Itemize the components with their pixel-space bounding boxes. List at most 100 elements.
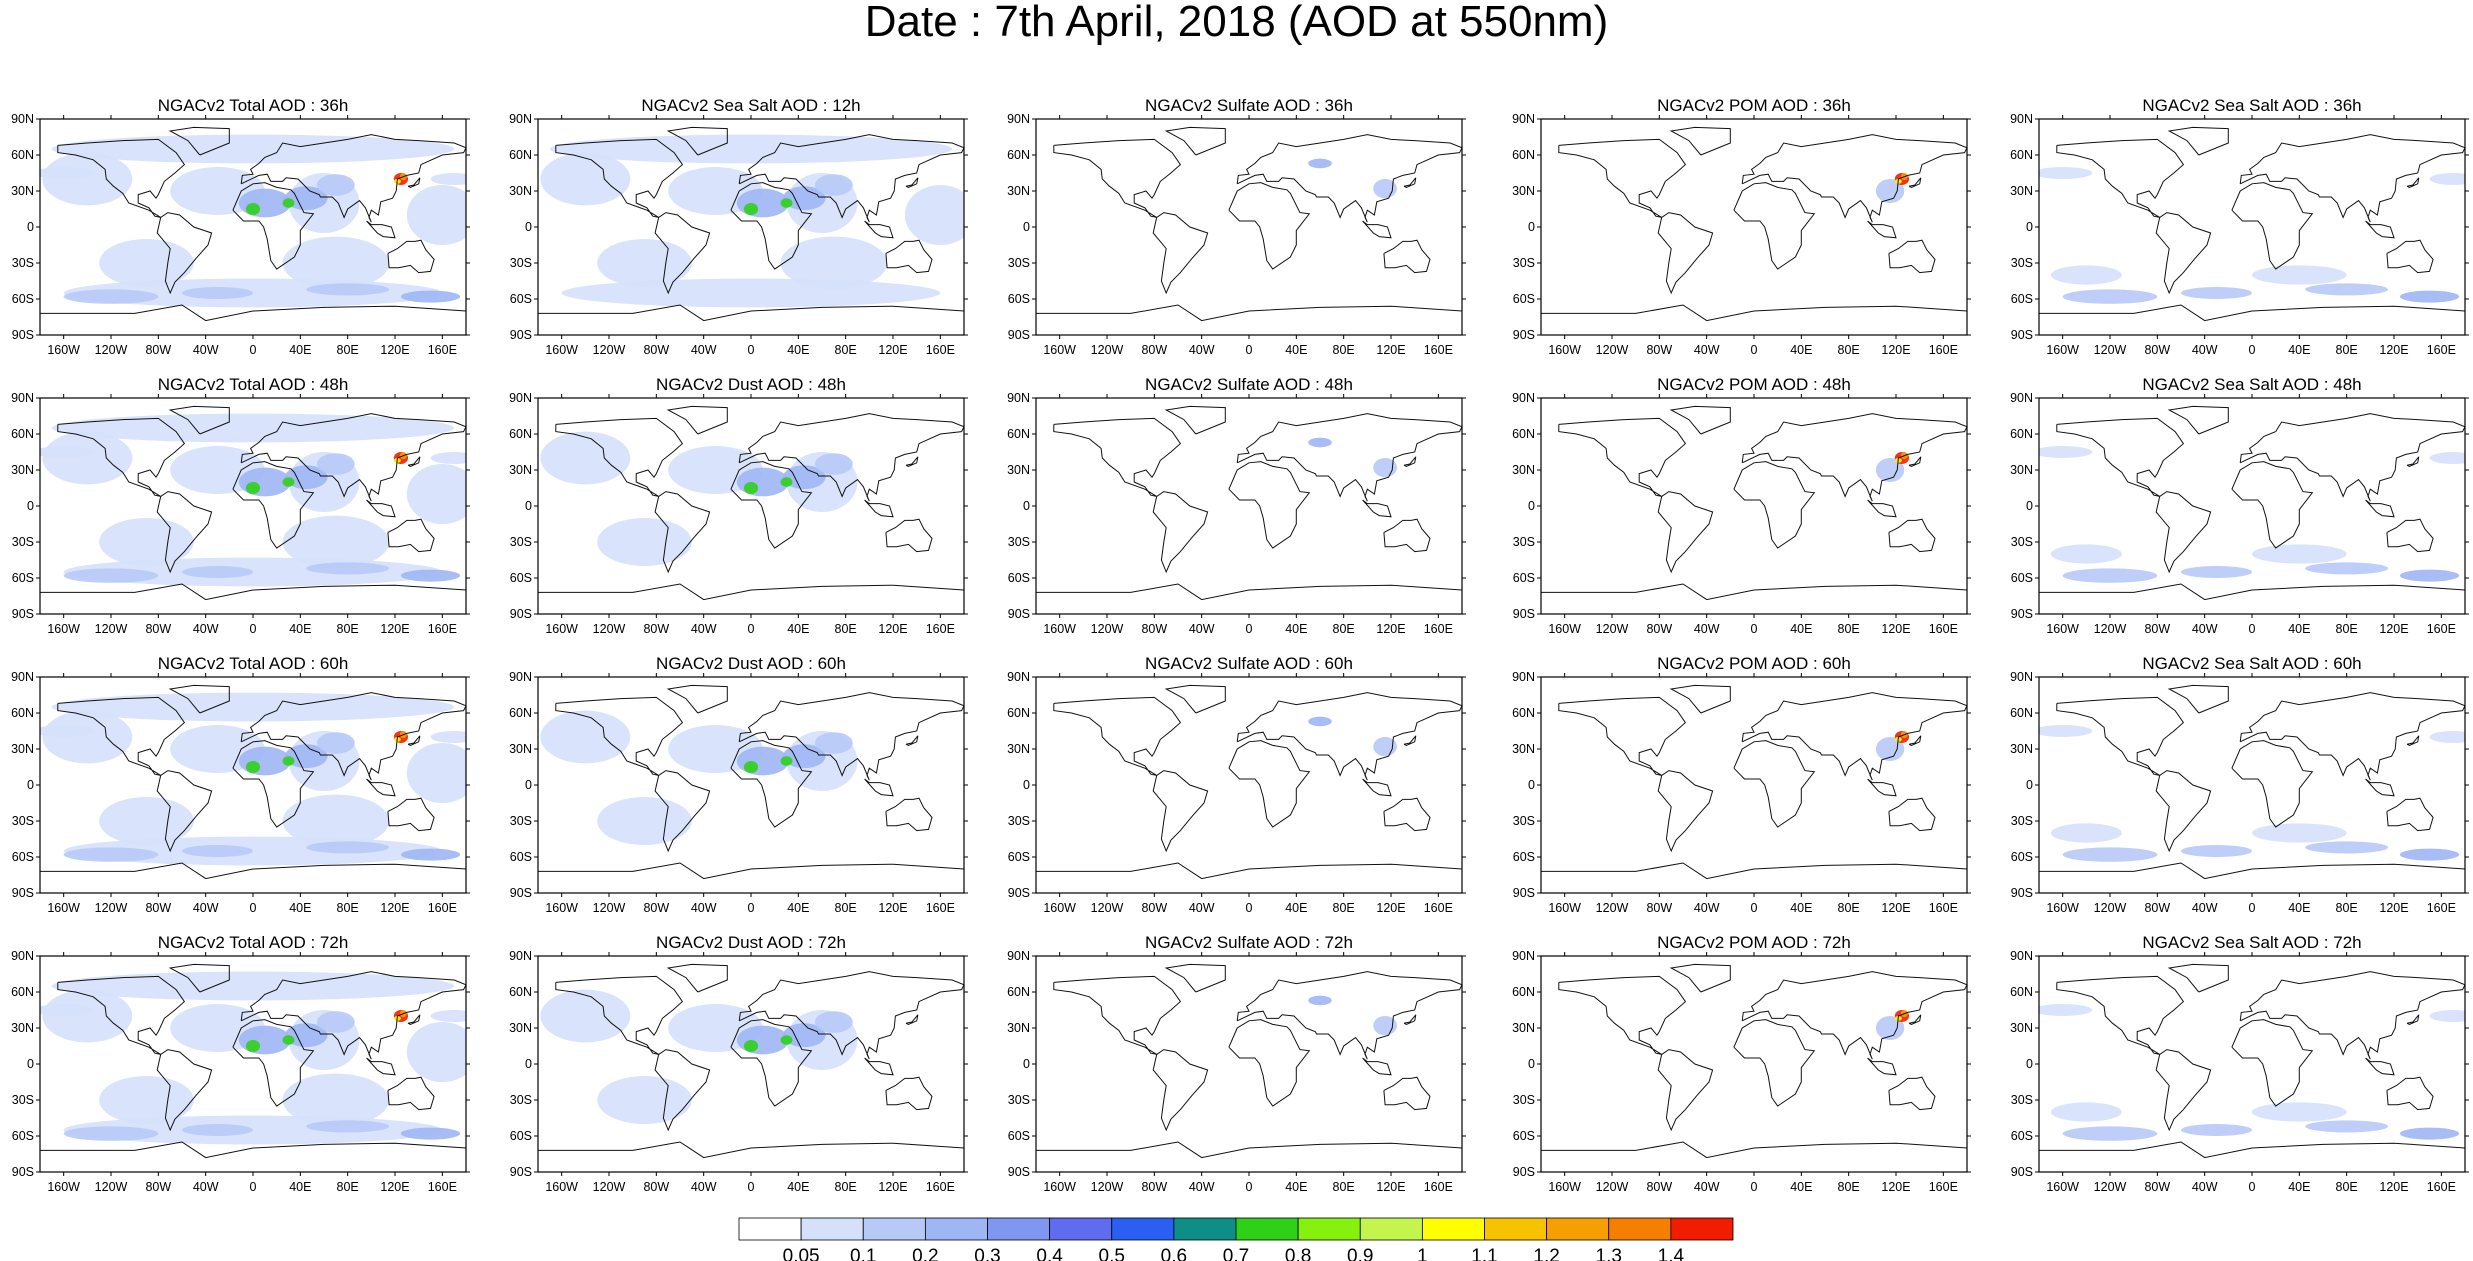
aod-field: [1875, 458, 1905, 482]
lat-label: 90S: [510, 607, 532, 621]
coastline: [1657, 770, 1714, 853]
panel-title: NGACv2 POM AOD : 72h: [1657, 933, 1851, 952]
lat-label: 60N: [11, 706, 34, 720]
aod-field: [1875, 1016, 1905, 1040]
panel-title: NGACv2 Sea Salt AOD : 72h: [2142, 933, 2361, 952]
lat-label: 90S: [1008, 328, 1030, 342]
lon-label: 80E: [1333, 1180, 1355, 1194]
lat-label: 90S: [12, 607, 34, 621]
map-panel: NGACv2 Dust AOD : 60h 90N 60N 30N 0 30S 60S 90S…: [509, 654, 968, 915]
lat-label: 60S: [12, 1129, 34, 1143]
lon-label: 40W: [1694, 622, 1720, 636]
lon-label: 160W: [545, 343, 578, 357]
aod-field: [430, 173, 466, 185]
lon-label: 160E: [1929, 901, 1958, 915]
lon-label: 40E: [1285, 622, 1307, 636]
coastline: [407, 735, 421, 746]
coastline: [232, 740, 315, 828]
aod-field: [2429, 731, 2465, 743]
coastline: [1403, 177, 1417, 188]
lon-label: 120E: [1881, 1180, 1910, 1194]
lon-label: 0: [1751, 343, 1758, 357]
coastline: [366, 1057, 396, 1076]
coastline: [1053, 417, 1182, 497]
lat-label: 30S: [1513, 1093, 1535, 1107]
coastline: [1236, 692, 1462, 781]
aod-field: [540, 710, 631, 764]
lon-label: 160E: [2427, 1180, 2456, 1194]
lat-label: 90S: [510, 328, 532, 342]
lat-label: 60S: [510, 292, 532, 306]
lon-label: 120W: [95, 622, 128, 636]
lat-label: 30N: [1512, 742, 1535, 756]
colorbar-box: [800, 1217, 864, 1241]
coastline: [2056, 696, 2185, 776]
coastline: [885, 797, 933, 832]
coastline: [885, 1076, 933, 1111]
coastline: [1053, 138, 1182, 218]
lon-label: 80E: [1838, 343, 1860, 357]
panel-title: NGACv2 POM AOD : 60h: [1657, 654, 1851, 673]
colorbar-box: [1546, 1217, 1610, 1241]
coastline: [1741, 692, 1967, 781]
aod-field: [2181, 845, 2252, 857]
coastline: [2231, 182, 2314, 270]
lat-label: 60S: [2011, 571, 2033, 585]
map-panel: NGACv2 Sulfate AOD : 36h 90N 60N 30N 0 30S 60S…: [1007, 96, 1466, 357]
colorbar-box: [1421, 1217, 1485, 1241]
coastline: [168, 405, 230, 435]
lon-label: 120E: [1376, 622, 1405, 636]
lon-label: 120W: [2094, 901, 2127, 915]
aod-field: [63, 568, 159, 583]
colorbar-box: [987, 1217, 1051, 1241]
aod-field: [306, 1120, 390, 1133]
lat-label: 90S: [12, 328, 34, 342]
aod-field: [316, 732, 355, 754]
lat-label: 90S: [510, 1165, 532, 1179]
lon-label: 120W: [593, 1180, 626, 1194]
map-background: [1541, 677, 1967, 893]
panel-title: NGACv2 Sea Salt AOD : 36h: [2142, 96, 2361, 115]
lon-label: 160E: [2427, 343, 2456, 357]
panel-title: NGACv2 Sulfate AOD : 60h: [1145, 654, 1353, 673]
coastline: [1164, 405, 1226, 435]
aod-field: [51, 413, 455, 443]
coastline: [2239, 134, 2465, 223]
lat-label: 60S: [12, 292, 34, 306]
coastline: [1036, 1141, 1462, 1159]
coastline: [1733, 182, 1816, 270]
lon-label: 160E: [1929, 622, 1958, 636]
colorbar-box: [1608, 1217, 1672, 1241]
aod-field: [2039, 1004, 2093, 1016]
coastline: [1669, 126, 1731, 156]
lat-label: 30N: [2010, 463, 2033, 477]
aod-field: [2252, 1102, 2347, 1122]
lon-label: 120W: [95, 343, 128, 357]
lon-label: 40E: [787, 622, 809, 636]
map-panel: NGACv2 Total AOD : 60h 90N 60N 30N 0 30S 60S 90…: [11, 654, 470, 915]
aod-field: [316, 1011, 355, 1033]
lat-label: 30S: [12, 1093, 34, 1107]
aod-field: [430, 1010, 466, 1022]
lat-label: 60S: [2011, 1129, 2033, 1143]
lat-label: 30N: [1007, 463, 1030, 477]
coastline: [654, 1049, 711, 1132]
aod-field: [316, 453, 355, 475]
lon-label: 160W: [47, 1180, 80, 1194]
lon-label: 160W: [2046, 901, 2079, 915]
aod-field: [282, 756, 295, 766]
lon-label: 80W: [145, 343, 171, 357]
lon-label: 80E: [2336, 1180, 2358, 1194]
lat-label: 60N: [509, 148, 532, 162]
lon-label: 40E: [787, 1180, 809, 1194]
coastline: [2039, 862, 2465, 880]
lat-label: 60N: [11, 985, 34, 999]
lat-label: 0: [1023, 1057, 1030, 1071]
aod-field: [2399, 569, 2460, 582]
map-background: [538, 677, 964, 893]
coastline: [1383, 797, 1431, 832]
aod-field: [782, 465, 826, 490]
lon-label: 160W: [2046, 1180, 2079, 1194]
colorbar-box: [738, 1217, 802, 1241]
lat-label: 90S: [1513, 607, 1535, 621]
